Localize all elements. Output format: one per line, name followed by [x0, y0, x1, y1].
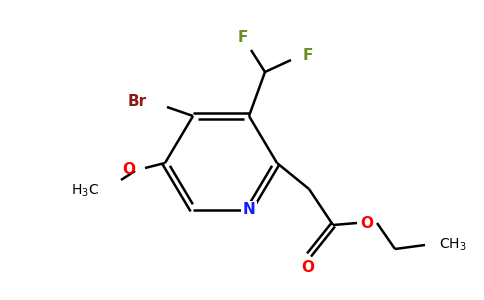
Text: O: O [361, 215, 374, 230]
Text: F: F [238, 31, 248, 46]
Text: Br: Br [128, 94, 147, 110]
Text: F: F [303, 49, 313, 64]
Text: N: N [242, 202, 256, 217]
Text: O: O [122, 163, 135, 178]
Text: CH$_3$: CH$_3$ [439, 237, 467, 253]
Text: O: O [302, 260, 315, 275]
Text: H$_3$C: H$_3$C [71, 183, 99, 199]
